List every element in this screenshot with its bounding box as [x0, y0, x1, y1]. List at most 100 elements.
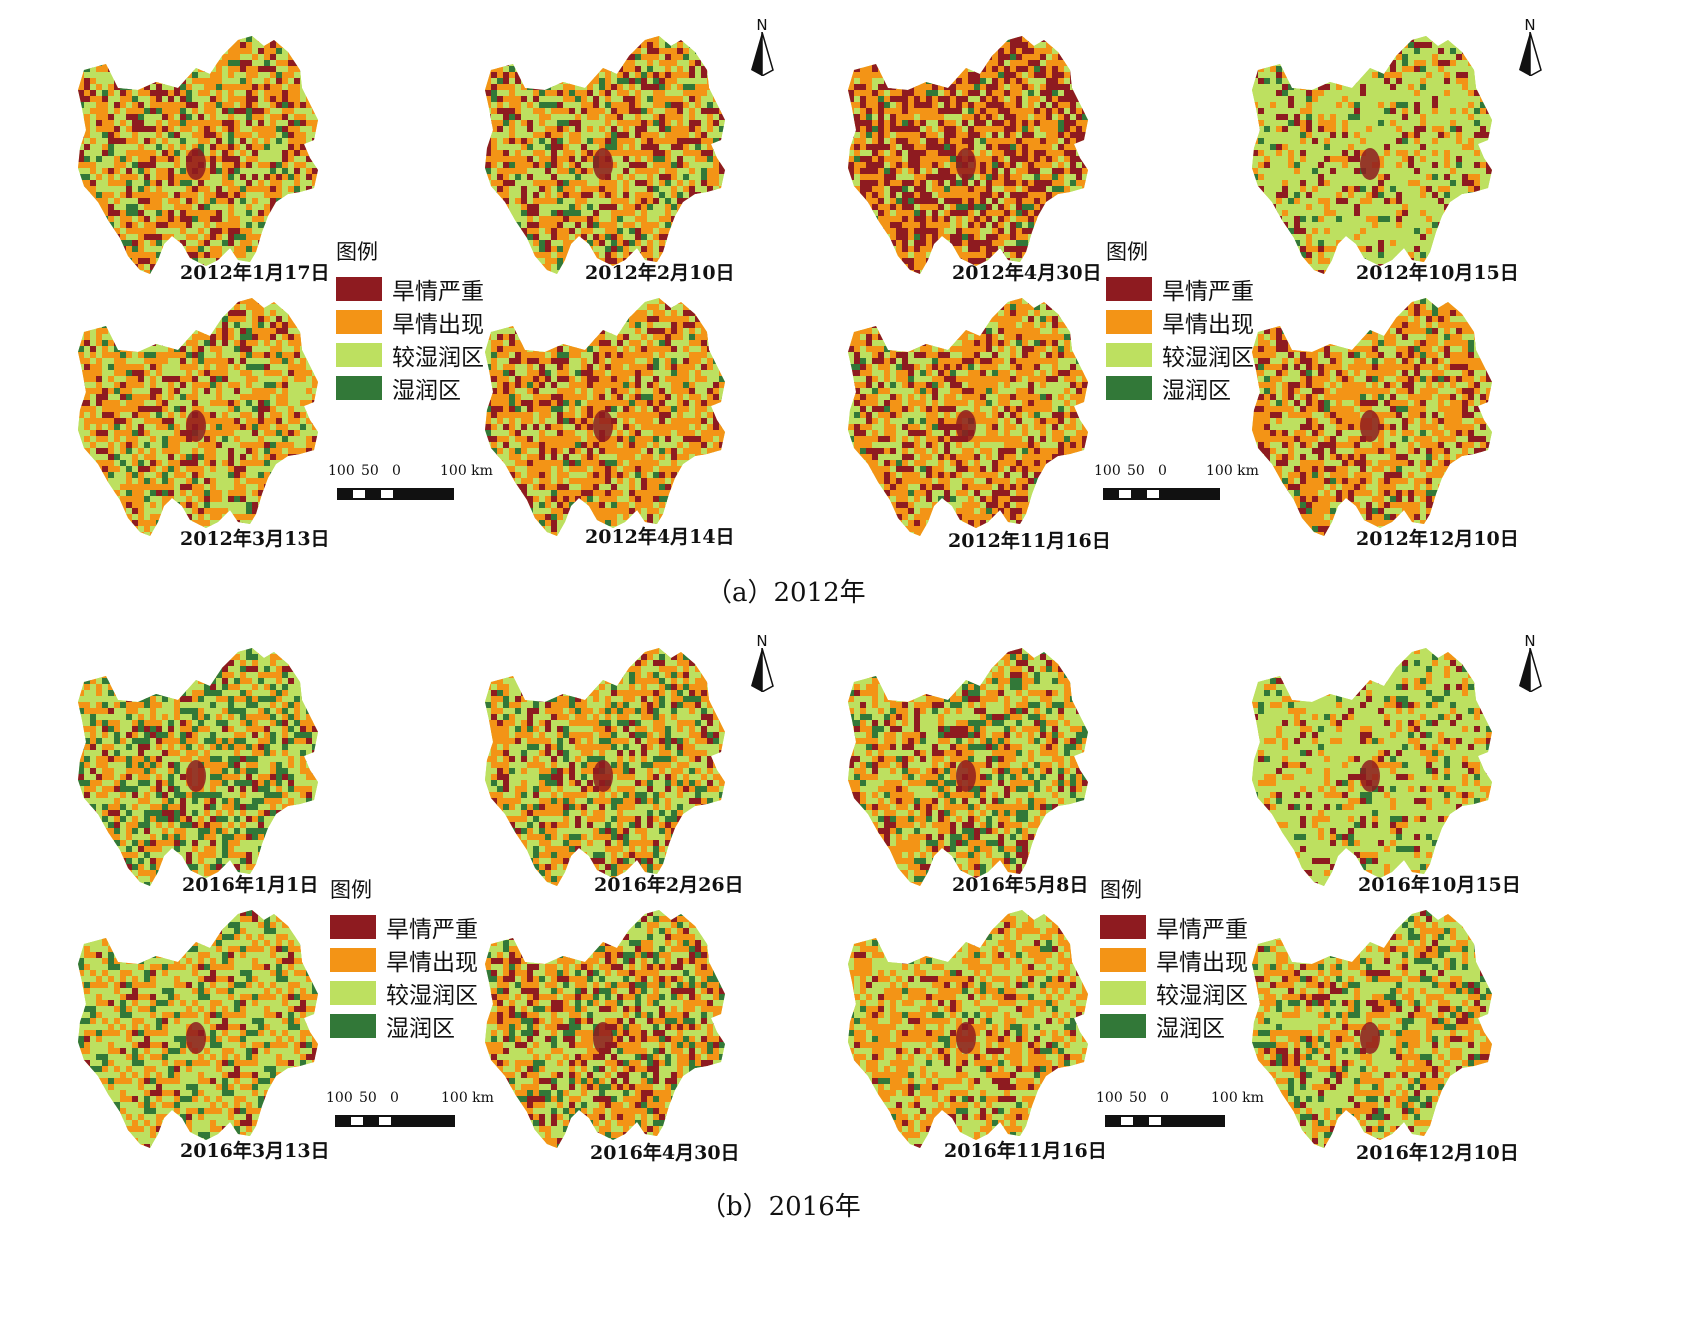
map-2012-04-30 [848, 30, 1092, 276]
legend-swatch [336, 276, 382, 301]
legend-item-severe: 旱情严重 [336, 272, 526, 305]
north-arrow-icon: N [1513, 632, 1547, 694]
legend-title: 图例 [336, 236, 526, 266]
legend-swatch [336, 309, 382, 334]
map-2012-01-17 [78, 30, 322, 276]
legend-label: 旱情出现 [1162, 305, 1254, 339]
legend-swatch [1100, 914, 1146, 939]
legend: 图例 旱情严重 旱情出现 较湿润区 湿润区 [336, 236, 526, 404]
north-label: N [745, 632, 779, 650]
north-arrow-icon: N [745, 16, 779, 78]
legend: 图例 旱情严重 旱情出现 较湿润区 湿润区 [330, 874, 520, 1042]
map-2016-03-13 [78, 904, 322, 1150]
panel-caption: （a）2012年 [706, 572, 866, 609]
legend-item-severe: 旱情严重 [1100, 910, 1290, 943]
legend-label: 旱情严重 [1156, 910, 1248, 944]
map-2016-12-10 [1252, 904, 1496, 1150]
legend-label: 较湿润区 [1162, 338, 1254, 372]
scale-label: 50 [361, 463, 379, 479]
map-2016-11-16 [848, 904, 1092, 1150]
date-label: 2016年1月1日 [182, 870, 318, 897]
legend-label: 较湿润区 [386, 976, 478, 1010]
date-label: 2016年4月30日 [590, 1138, 740, 1165]
north-label: N [1513, 16, 1547, 34]
legend-swatch [330, 914, 376, 939]
scale-label: 100 [326, 1090, 353, 1106]
date-label: 2016年3月13日 [180, 1136, 330, 1163]
scale-label: 50 [1127, 463, 1145, 479]
date-label: 2012年3月13日 [180, 524, 330, 551]
north-arrow-icon: N [1513, 16, 1547, 78]
legend-swatch [1106, 309, 1152, 334]
map-2016-04-30 [485, 904, 729, 1150]
map-2016-01-01 [78, 642, 322, 888]
scale-label: 50 [359, 1090, 377, 1106]
date-label: 2012年1月17日 [180, 258, 330, 285]
scale-label: 100 [328, 463, 355, 479]
legend-item-appear: 旱情出现 [330, 943, 520, 976]
scale-label: 100 km [1211, 1090, 1264, 1106]
legend-item-appear: 旱情出现 [336, 305, 526, 338]
legend-label: 湿润区 [392, 371, 461, 405]
legend-item-wet: 湿润区 [336, 371, 526, 404]
scale-label: 0 [1160, 1090, 1169, 1106]
scale-bar: 100 50 0 100 km [326, 1090, 496, 1135]
map-2012-11-16 [848, 292, 1092, 538]
legend-swatch [330, 980, 376, 1005]
legend-item-wet: 湿润区 [1106, 371, 1296, 404]
legend-swatch [330, 1013, 376, 1038]
scale-label: 100 [1094, 463, 1121, 479]
legend-item-wet: 湿润区 [1100, 1009, 1290, 1042]
legend-swatch [1100, 1013, 1146, 1038]
legend-label: 旱情严重 [1162, 272, 1254, 306]
legend: 图例 旱情严重 旱情出现 较湿润区 湿润区 [1100, 874, 1290, 1042]
legend-title: 图例 [1100, 874, 1290, 904]
scale-label: 100 [1096, 1090, 1123, 1106]
scale-bar: 100 50 0 100 km [1096, 1090, 1266, 1135]
legend-label: 较湿润区 [392, 338, 484, 372]
legend-label: 湿润区 [386, 1009, 455, 1043]
north-label: N [745, 16, 779, 34]
date-label: 2016年2月26日 [594, 870, 744, 897]
scale-label: 0 [1158, 463, 1167, 479]
legend-swatch [1106, 342, 1152, 367]
legend-swatch [336, 342, 382, 367]
panel-caption: （b）2016年 [700, 1186, 861, 1223]
date-label: 2016年5月8日 [952, 870, 1088, 897]
map-2016-02-26 [485, 642, 729, 888]
legend-swatch [1100, 947, 1146, 972]
legend-swatch [1106, 375, 1152, 400]
legend-swatch [330, 947, 376, 972]
legend-label: 湿润区 [1162, 371, 1231, 405]
date-label: 2012年2月10日 [585, 258, 735, 285]
legend-label: 旱情出现 [1156, 943, 1248, 977]
north-arrow-icon: N [745, 632, 779, 694]
legend-item-moist: 较湿润区 [1100, 976, 1290, 1009]
legend-label: 较湿润区 [1156, 976, 1248, 1010]
map-2012-03-13 [78, 292, 322, 538]
scale-bar: 100 50 0 100 km [328, 463, 498, 508]
date-label: 2012年10月15日 [1356, 258, 1519, 285]
legend-label: 旱情严重 [386, 910, 478, 944]
legend-swatch [1106, 276, 1152, 301]
north-label: N [1513, 632, 1547, 650]
date-label: 2016年10月15日 [1358, 870, 1521, 897]
legend-item-severe: 旱情严重 [330, 910, 520, 943]
legend-label: 旱情出现 [392, 305, 484, 339]
map-2012-02-10 [485, 30, 729, 276]
map-2012-12-10 [1252, 292, 1496, 538]
map-2012-04-14 [485, 292, 729, 538]
legend-swatch [336, 375, 382, 400]
legend: 图例 旱情严重 旱情出现 较湿润区 湿润区 [1106, 236, 1296, 404]
map-2012-10-15 [1252, 30, 1496, 276]
map-2016-05-08 [848, 642, 1092, 888]
date-label: 2012年12月10日 [1356, 524, 1519, 551]
legend-item-moist: 较湿润区 [336, 338, 526, 371]
scale-label: 0 [390, 1090, 399, 1106]
legend-title: 图例 [1106, 236, 1296, 266]
legend-title: 图例 [330, 874, 520, 904]
scale-bar: 100 50 0 100 km [1094, 463, 1264, 508]
legend-item-severe: 旱情严重 [1106, 272, 1296, 305]
legend-label: 湿润区 [1156, 1009, 1225, 1043]
legend-item-appear: 旱情出现 [1106, 305, 1296, 338]
